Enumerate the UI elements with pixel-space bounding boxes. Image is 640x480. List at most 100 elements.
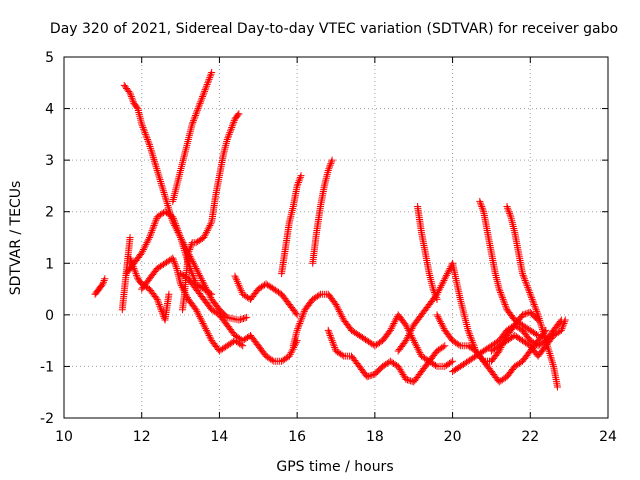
data-point	[133, 271, 141, 279]
data-point	[332, 301, 340, 309]
data-point	[455, 341, 463, 349]
data-point	[202, 82, 210, 90]
series-arc-a	[91, 275, 109, 298]
data-point	[504, 206, 512, 214]
data-point	[206, 221, 214, 229]
data-point	[286, 350, 294, 358]
data-point	[409, 335, 417, 343]
data-point	[164, 201, 172, 209]
data-point	[140, 125, 148, 133]
data-point	[146, 232, 154, 240]
series-arc-k	[278, 172, 305, 278]
data-point	[206, 333, 214, 341]
data-point	[99, 280, 107, 288]
data-point	[241, 314, 249, 322]
data-point	[127, 93, 135, 101]
data-point	[369, 371, 377, 379]
data-point	[202, 228, 210, 236]
data-point	[205, 75, 213, 83]
data-point	[294, 180, 302, 188]
data-point	[388, 323, 396, 331]
data-point	[201, 86, 209, 94]
data-point	[547, 353, 555, 361]
data-point	[170, 258, 178, 266]
data-point	[161, 192, 169, 200]
data-point	[528, 294, 536, 302]
data-point	[195, 311, 203, 319]
data-point	[129, 261, 137, 269]
data-point	[315, 291, 323, 299]
data-point	[531, 304, 539, 312]
data-point	[402, 321, 410, 329]
data-point	[200, 234, 208, 241]
data-point	[172, 221, 180, 229]
data-point	[561, 318, 569, 326]
data-point	[476, 199, 484, 207]
data-point	[127, 91, 135, 99]
data-point	[148, 227, 156, 235]
data-point	[325, 165, 333, 173]
x-axis-label: GPS time / hours	[276, 459, 393, 475]
data-point	[186, 244, 194, 252]
data-point	[169, 256, 177, 264]
data-point	[404, 333, 412, 341]
data-point	[196, 99, 204, 107]
data-point	[437, 319, 445, 327]
x-tick-label: 16	[288, 429, 306, 445]
data-point	[177, 282, 185, 290]
y-tick-label: 5	[45, 50, 54, 66]
data-point	[170, 216, 178, 224]
data-point	[147, 146, 155, 154]
data-point	[184, 249, 192, 257]
data-point	[504, 204, 512, 212]
data-point	[405, 330, 413, 338]
data-point	[157, 179, 165, 187]
y-tick-label: -1	[40, 359, 54, 375]
data-point	[438, 321, 446, 329]
data-point	[147, 228, 155, 236]
data-point	[139, 247, 147, 255]
data-point	[158, 307, 166, 315]
data-point	[190, 117, 198, 125]
data-point	[128, 94, 136, 102]
data-point	[144, 237, 152, 245]
data-point	[149, 154, 157, 162]
data-point	[440, 276, 448, 284]
data-point	[232, 274, 240, 282]
data-point	[447, 358, 455, 366]
data-point	[159, 187, 167, 195]
data-point	[431, 290, 439, 298]
data-point	[198, 318, 206, 326]
data-point	[392, 316, 400, 324]
data-point	[101, 275, 109, 283]
data-point	[143, 239, 151, 247]
data-point	[174, 227, 182, 235]
data-point	[548, 359, 556, 367]
data-point	[159, 185, 167, 193]
data-point	[195, 270, 203, 278]
data-point	[331, 344, 339, 352]
data-point	[205, 223, 213, 231]
data-point	[155, 301, 163, 309]
data-point	[413, 344, 421, 352]
data-point	[439, 278, 447, 286]
data-point	[158, 183, 166, 191]
data-point	[156, 176, 164, 184]
data-point	[131, 268, 139, 276]
data-point	[142, 132, 150, 140]
data-point	[496, 287, 504, 295]
data-point	[201, 323, 209, 331]
data-point	[233, 278, 241, 286]
series-arc-o	[394, 259, 542, 365]
data-point	[155, 174, 163, 182]
data-point	[128, 259, 136, 267]
series-arc-u	[487, 316, 569, 360]
data-point	[548, 357, 556, 365]
data-point	[236, 285, 244, 293]
data-point	[173, 223, 181, 231]
data-point	[430, 287, 438, 295]
data-point	[191, 113, 199, 121]
data-point	[196, 314, 204, 322]
data-point	[169, 213, 177, 221]
